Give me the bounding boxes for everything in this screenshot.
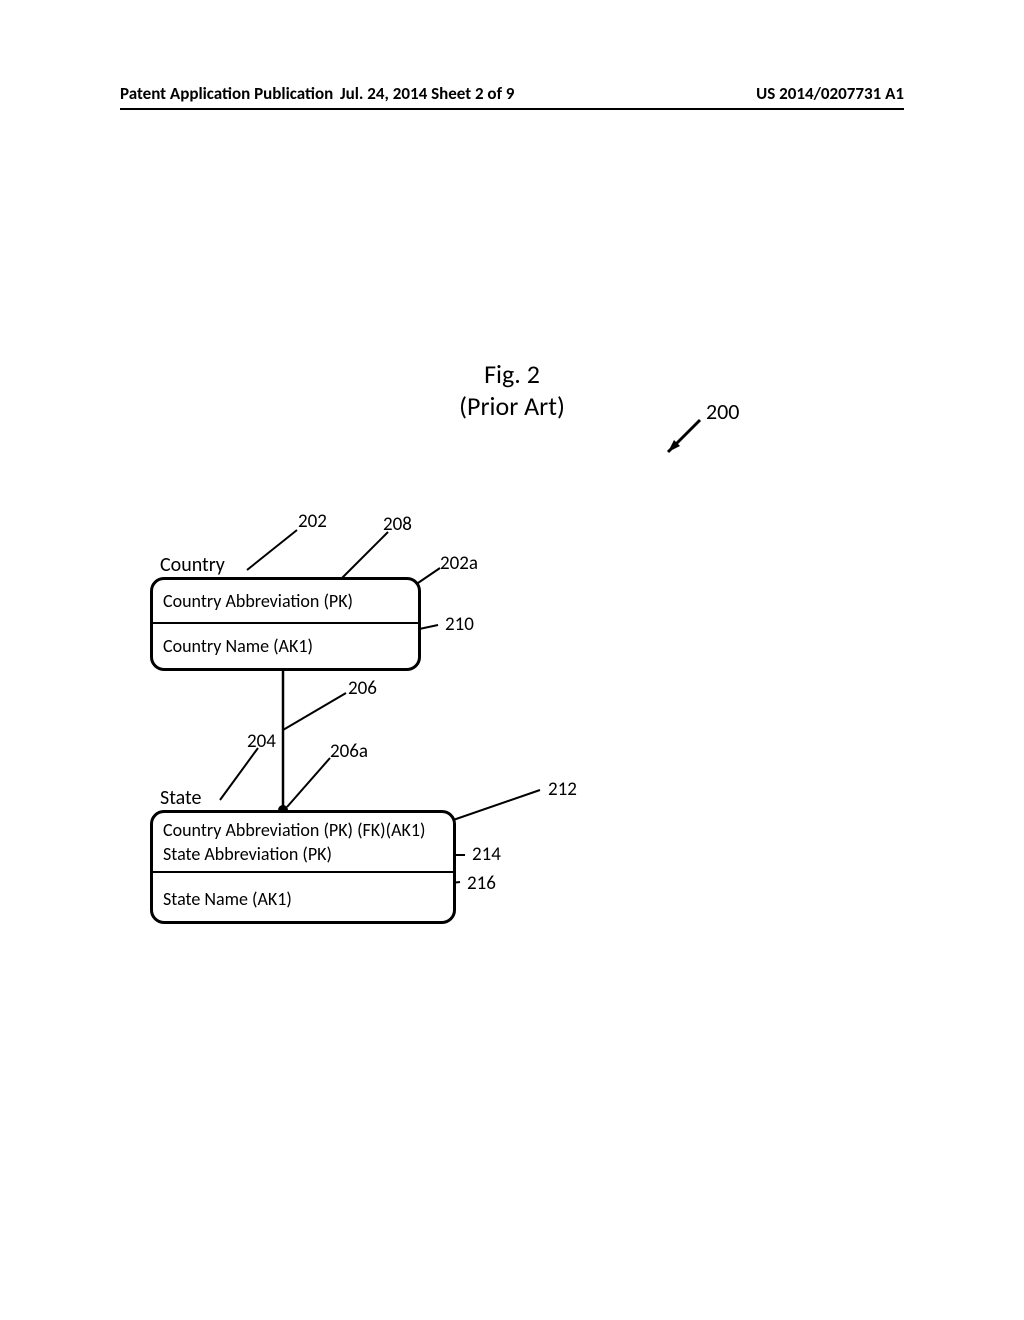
ref-202-label: 202 (298, 510, 327, 533)
leader-208 (340, 532, 388, 580)
state-entity-divider (153, 871, 453, 873)
ref-204-label: 204 (247, 730, 276, 753)
state-entity-title: State (160, 786, 201, 810)
country-entity-box: Country Abbreviation (PK) Country Name (… (150, 577, 421, 671)
ref-206a-label: 206a (330, 740, 368, 763)
ref-212-label: 212 (548, 778, 577, 801)
ref-200-arrow (668, 420, 700, 452)
ref-208-label: 208 (383, 513, 412, 536)
state-entity-box: Country Abbreviation (PK) (FK)(AK1) Stat… (150, 810, 456, 924)
ref-202a-label: 202a (440, 552, 478, 575)
page: Patent Application Publication Jul. 24, … (0, 0, 1024, 1320)
country-pk-row: Country Abbreviation (PK) (163, 590, 353, 612)
ref-210-label: 210 (445, 613, 474, 636)
leader-202 (247, 530, 297, 570)
ref-206-label: 206 (348, 677, 377, 700)
ref-216-label: 216 (467, 872, 496, 895)
ref-214-label: 214 (472, 843, 501, 866)
relationship-line (278, 665, 288, 815)
state-attr-row: State Name (AK1) (163, 888, 292, 910)
country-entity-divider (153, 622, 418, 624)
state-pk-row1: Country Abbreviation (PK) (FK)(AK1) (163, 819, 425, 841)
ref-200-label: 200 (706, 398, 739, 425)
leader-204 (220, 748, 258, 800)
state-pk-row2: State Abbreviation (PK) (163, 843, 332, 865)
country-attr-row: Country Name (AK1) (163, 635, 313, 657)
leader-206a (287, 758, 330, 807)
country-entity-title: Country (160, 553, 225, 577)
leader-206 (283, 693, 346, 730)
